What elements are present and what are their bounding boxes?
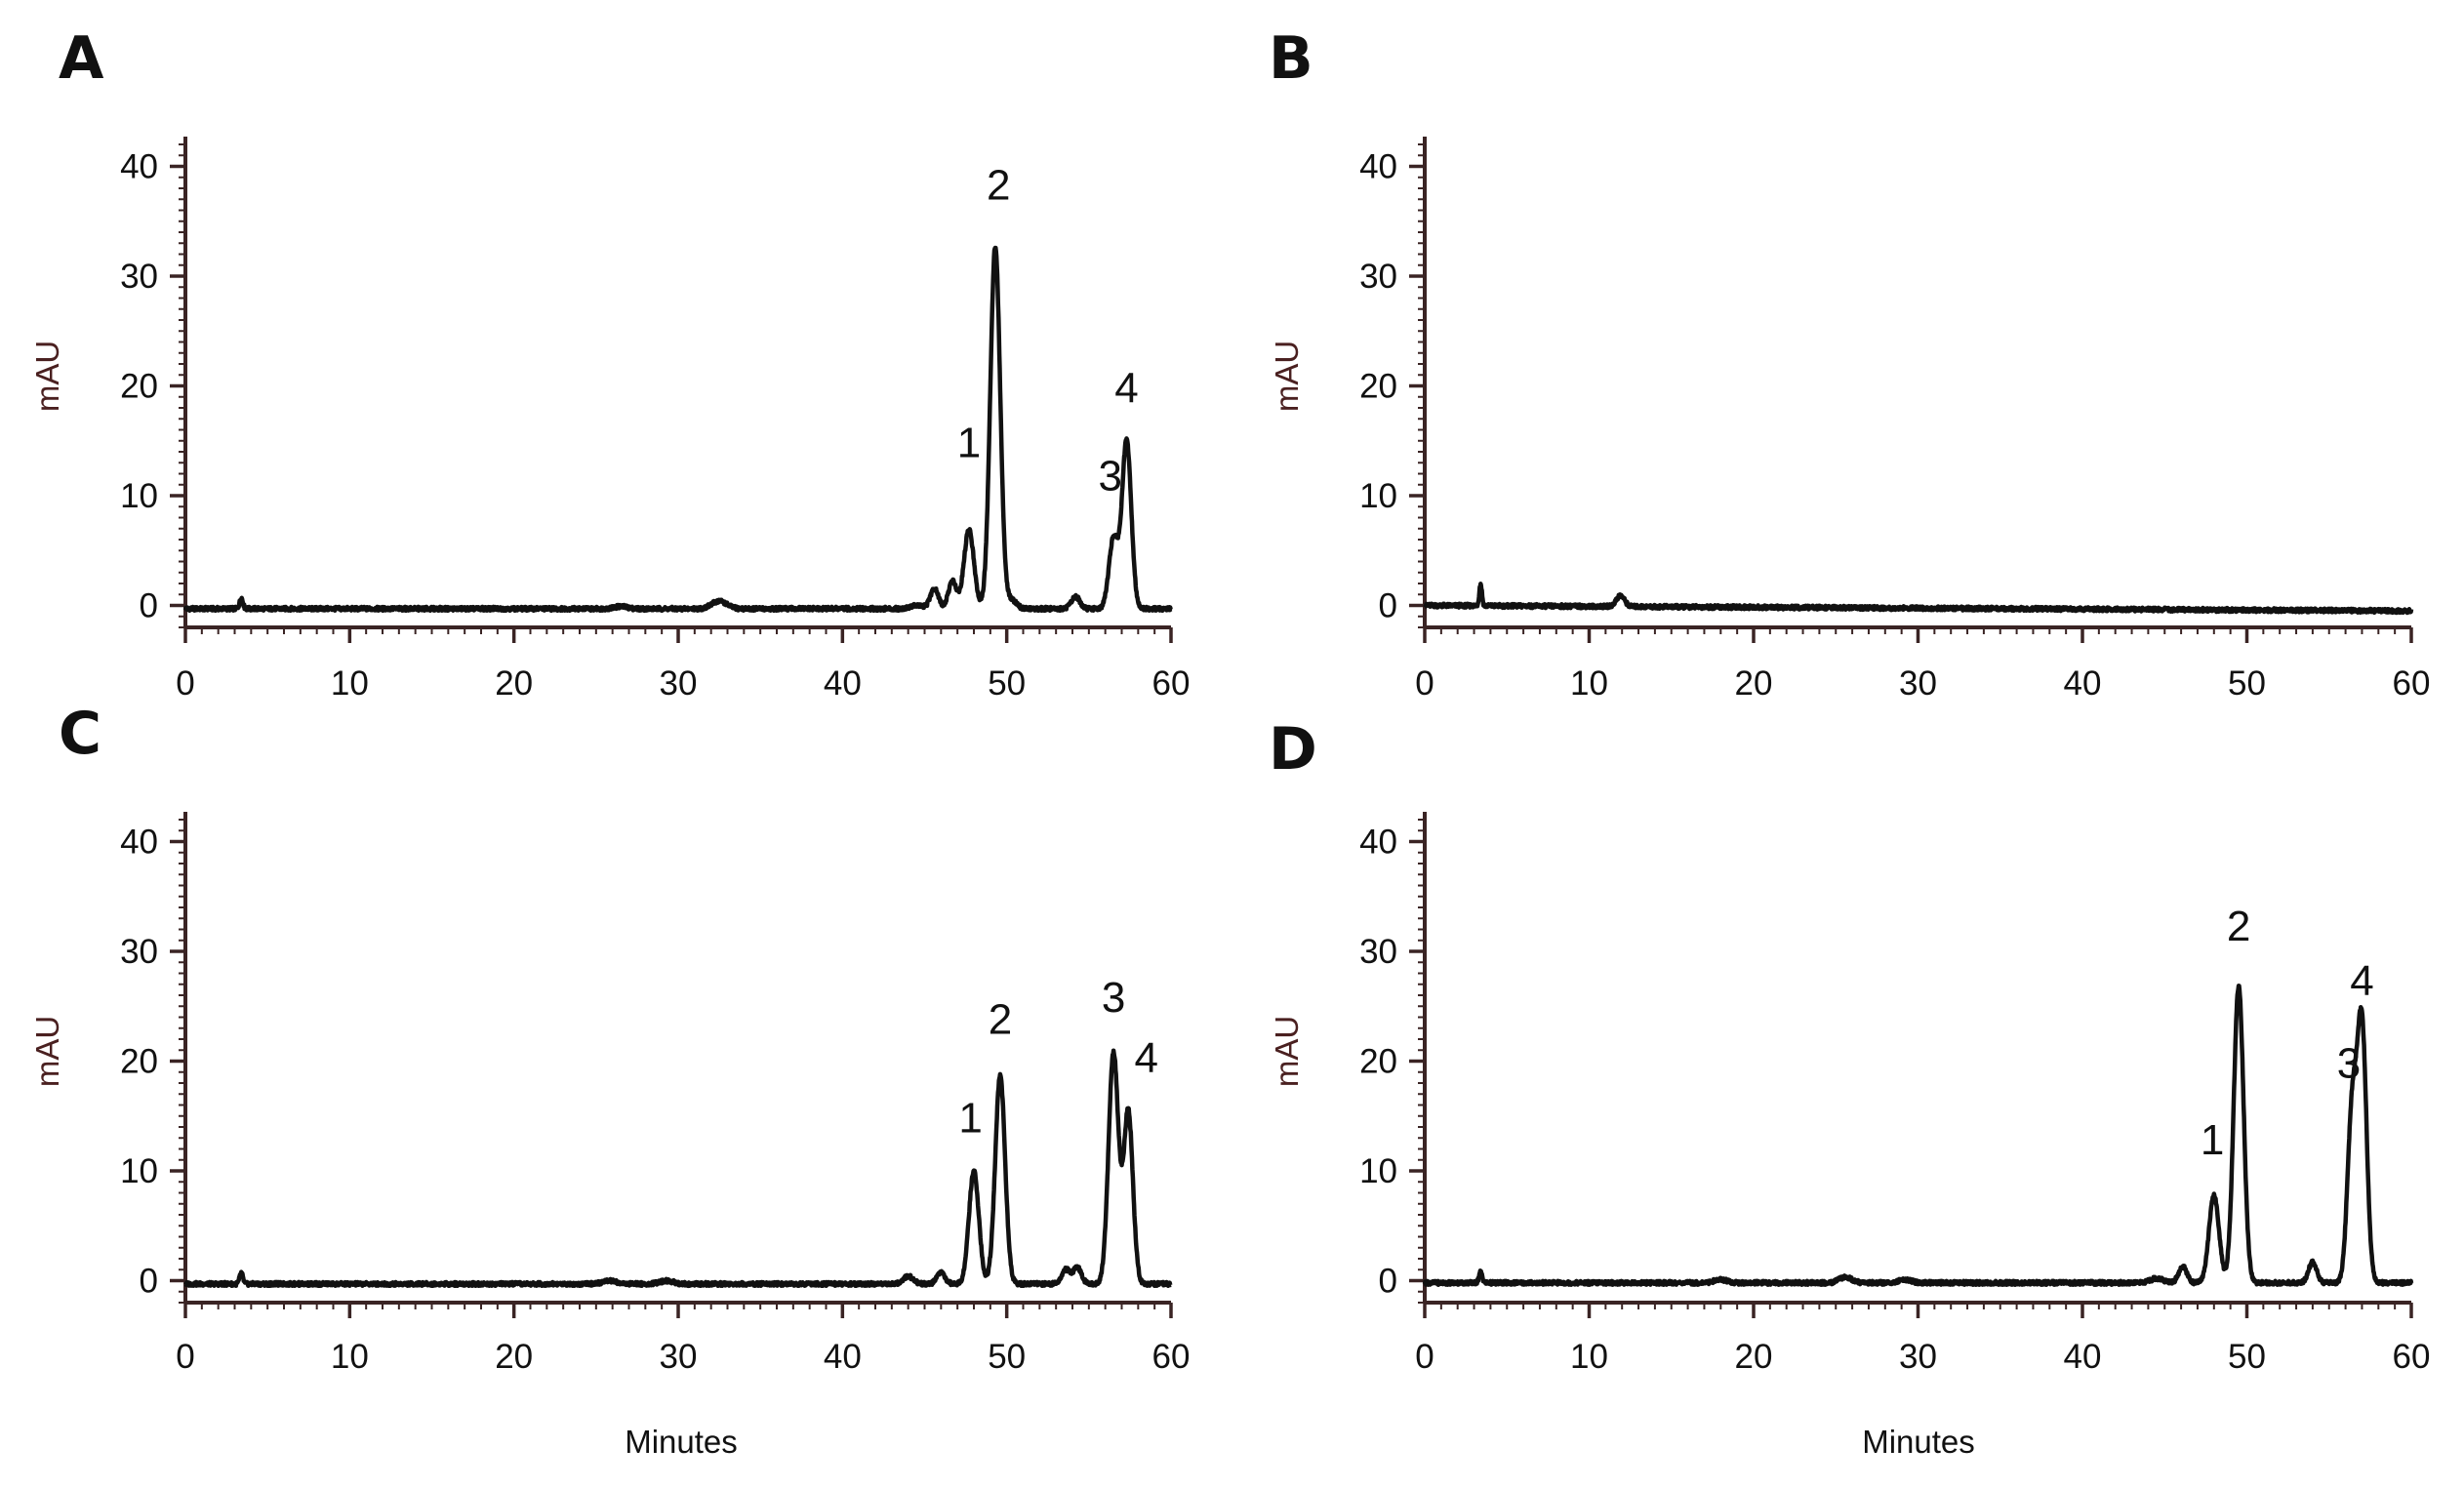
y-axis-title: mAU [29,341,65,412]
x-tick-label: 30 [1899,664,1937,703]
y-tick-label: 20 [1359,368,1397,406]
y-tick-label: 0 [1379,587,1397,625]
x-tick-label: 20 [495,1338,533,1376]
x-tick-label: 60 [2393,664,2431,703]
peak-label-3: 3 [1102,974,1125,1022]
y-tick-label: 0 [140,1263,158,1301]
x-tick-label: 10 [331,1338,369,1376]
x-tick-label: 50 [988,664,1026,703]
x-tick-label: 60 [1152,1338,1191,1376]
x-tick-label: 60 [2393,1338,2431,1376]
x-tick-label: 30 [660,1338,698,1376]
peak-label-2: 2 [989,995,1012,1043]
y-tick-label: 10 [1359,477,1397,515]
x-tick-label: 0 [176,1338,194,1376]
peak-label-4: 4 [1135,1034,1158,1082]
x-tick-label: 50 [2228,664,2266,703]
chromatogram-trace [1422,984,2414,1287]
y-tick-label: 40 [120,148,158,186]
x-tick-label: 0 [176,664,194,703]
peak-label-1: 1 [957,420,981,467]
y-axis-title: mAU [1269,341,1305,412]
chromatogram-trace [183,1048,1173,1289]
x-tick-label: 60 [1152,664,1191,703]
y-tick-label: 30 [120,258,158,296]
y-tick-label: 10 [1359,1152,1397,1190]
peak-label-3: 3 [2337,1039,2361,1087]
x-tick-label: 20 [495,664,533,703]
x-tick-label: 30 [1899,1338,1937,1376]
x-axis-title-right: Minutes [1862,1424,1975,1460]
y-tick-label: 0 [140,587,158,625]
x-tick-label: 40 [824,664,862,703]
x-tick-label: 0 [1415,1338,1434,1376]
chromatogram-trace [1423,582,2414,616]
x-tick-label: 50 [988,1338,1026,1376]
peak-label-1: 1 [2201,1116,2224,1164]
panel-label: B [1269,24,1313,93]
panel-label: D [1269,715,1317,784]
x-tick-label: 30 [660,664,698,703]
x-tick-label: 50 [2228,1338,2266,1376]
peak-label-2: 2 [987,161,1010,209]
panel-label: A [59,24,104,93]
y-tick-label: 0 [1379,1263,1397,1301]
x-tick-label: 10 [1570,1338,1608,1376]
peak-label-3: 3 [1098,452,1121,500]
x-tick-label: 20 [1735,1338,1773,1376]
chromatogram-trace [182,245,1173,614]
x-tick-label: 10 [1570,664,1608,703]
peak-label-4: 4 [1114,364,1138,412]
y-tick-label: 10 [120,477,158,515]
peak-label-1: 1 [958,1095,982,1143]
x-tick-label: 20 [1735,664,1773,703]
y-tick-label: 30 [1359,258,1397,296]
x-tick-label: 40 [2064,664,2102,703]
y-tick-label: 20 [120,368,158,406]
y-tick-label: 30 [1359,933,1397,971]
x-tick-label: 40 [824,1338,862,1376]
peak-label-4: 4 [2350,957,2373,1005]
panel-label: C [59,700,101,768]
y-tick-label: 30 [120,933,158,971]
x-axis-title-left: Minutes [625,1424,738,1460]
x-tick-label: 0 [1415,664,1434,703]
y-tick-label: 40 [1359,824,1397,862]
y-tick-label: 40 [1359,148,1397,186]
y-axis-title: mAU [29,1016,65,1087]
y-tick-label: 40 [120,824,158,862]
y-axis-title: mAU [1269,1016,1305,1087]
x-tick-label: 10 [331,664,369,703]
y-tick-label: 10 [120,1152,158,1190]
peak-label-2: 2 [2227,903,2250,950]
x-tick-label: 40 [2064,1338,2102,1376]
y-tick-label: 20 [1359,1043,1397,1081]
y-tick-label: 20 [120,1043,158,1081]
